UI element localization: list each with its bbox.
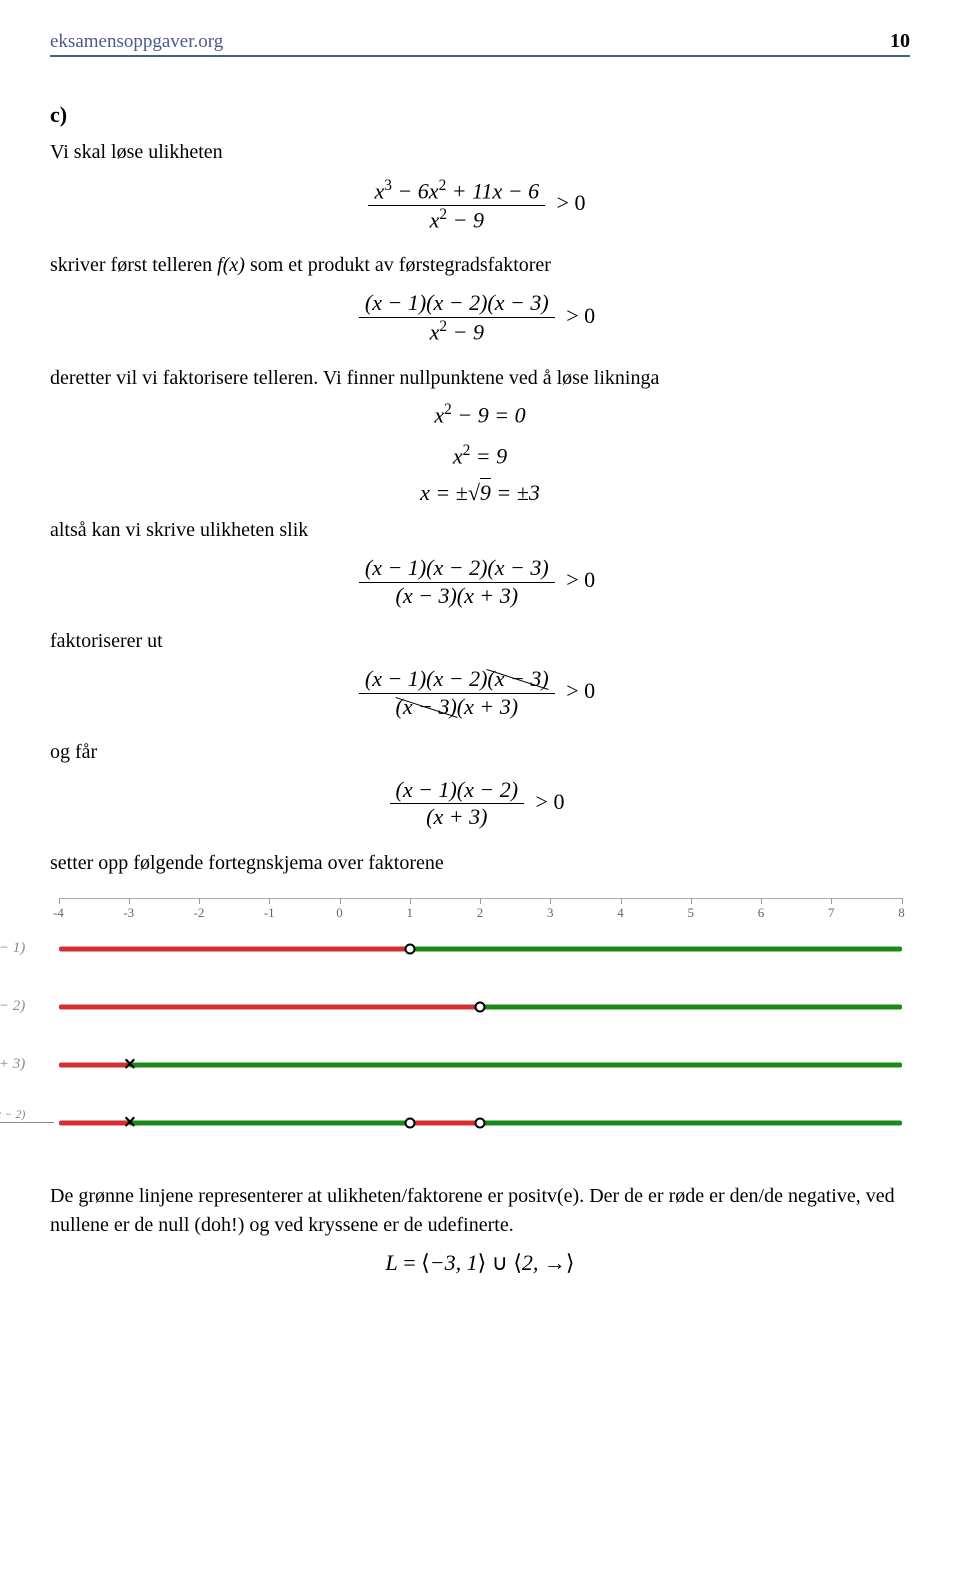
eq6-num: (x − 1)(x − 2)(x − 3)	[359, 555, 555, 581]
chart-axis: -4-3-2-1012345678	[59, 898, 902, 920]
paragraph-5: faktoriserer ut	[50, 627, 910, 656]
eq8-num: (x − 1)(x − 2)	[390, 777, 525, 803]
circle-marker	[404, 1117, 415, 1128]
tick-label: 4	[617, 905, 624, 921]
cross-marker: ✕	[123, 1059, 134, 1070]
tick-label: -1	[264, 905, 275, 921]
segment-green	[480, 1004, 902, 1009]
equation-3: x2 − 9 = 0	[50, 401, 910, 429]
circle-marker	[404, 943, 415, 954]
tick-label: -4	[53, 905, 64, 921]
circle-marker	[475, 1001, 486, 1012]
sign-chart-row: (x − 2)	[59, 978, 902, 1036]
paragraph-4: altså kan vi skrive ulikheten slik	[50, 516, 910, 545]
tick-label: 0	[336, 905, 343, 921]
p2-pre: skriver først telleren	[50, 254, 217, 276]
p2-post: som et produkt av førstegradsfaktorer	[245, 254, 551, 276]
gt-zero-4: > 0	[560, 678, 601, 703]
paragraph-7: setter opp følgende fortegnskjema over f…	[50, 849, 910, 878]
segment-green	[410, 946, 902, 951]
fx-label: f(x)	[217, 254, 245, 276]
tick-label: 1	[407, 905, 414, 921]
gt-zero-3: > 0	[560, 567, 601, 592]
row-label: (x − 1)	[0, 940, 54, 957]
paragraph-2: skriver først telleren f(x) som et produ…	[50, 251, 910, 280]
tick-label: 3	[547, 905, 554, 921]
segment-green	[480, 1120, 902, 1125]
eq5-post: = ±3	[491, 480, 540, 505]
circle-marker	[475, 1117, 486, 1128]
tick-label: 6	[758, 905, 765, 921]
eq5-pre: x = ±	[420, 480, 468, 505]
tick-label: 8	[898, 905, 905, 921]
eq7-den-b: (x + 3)	[457, 694, 518, 719]
cross-marker: ✕	[123, 1117, 134, 1128]
equation-6: (x − 1)(x − 2)(x − 3) (x − 3)(x + 3) > 0	[50, 555, 910, 609]
sign-chart-row: (x − 1)	[59, 920, 902, 978]
segment-green	[129, 1062, 902, 1067]
tick-label: -2	[194, 905, 205, 921]
eq6-den: (x − 3)(x + 3)	[359, 582, 555, 609]
tick-label: 7	[828, 905, 835, 921]
site-link[interactable]: eksamensoppgaver.org	[50, 31, 223, 53]
tick-label: 2	[477, 905, 484, 921]
row-label: (x − 2)	[0, 998, 54, 1015]
segment-red	[410, 1120, 480, 1125]
equation-7: (x − 1)(x − 2)(x − 3) (x − 3)(x + 3) > 0	[50, 666, 910, 720]
page-number: 10	[890, 30, 910, 53]
eq8-den: (x + 3)	[390, 803, 525, 830]
gt-zero-5: > 0	[530, 789, 571, 814]
equation-5: x = ±√9 = ±3	[50, 480, 910, 506]
equation-4: x2 = 9	[50, 442, 910, 470]
gt-zero: > 0	[551, 190, 592, 215]
eq7-den-cancel: (x − 3)	[396, 694, 457, 720]
page-header: eksamensoppgaver.org 10	[50, 30, 910, 57]
section-label: c)	[50, 102, 910, 128]
segment-green	[129, 1120, 410, 1125]
gt-zero-2: > 0	[560, 303, 601, 328]
sign-chart: -4-3-2-1012345678(x − 1)(x − 2)(x + 3)✕(…	[59, 898, 902, 1152]
segment-red	[59, 946, 410, 951]
equation-8: (x − 1)(x − 2) (x + 3) > 0	[50, 777, 910, 831]
eq2-num: (x − 1)(x − 2)(x − 3)	[359, 290, 555, 316]
equation-2: (x − 1)(x − 2)(x − 3) x2 − 9 > 0	[50, 290, 910, 345]
solution-set: L = ⟨−3, 1⟩ ∪ ⟨2, →⟩	[50, 1250, 910, 1276]
tick-label: 5	[688, 905, 695, 921]
eq7-num-cancel: (x − 3)	[487, 666, 548, 692]
segment-red	[59, 1062, 129, 1067]
eq7-num-a: (x − 1)(x − 2)	[365, 666, 488, 691]
sign-chart-row: (x + 3)✕	[59, 1036, 902, 1094]
sign-chart-row: (x − 1)(x − 2)(x + 3)✕	[59, 1094, 902, 1152]
paragraph-1: Vi skal løse ulikheten	[50, 138, 910, 167]
row-label: (x + 3)	[0, 1056, 54, 1073]
segment-red	[59, 1120, 129, 1125]
equation-1: x3 − 6x2 + 11x − 6 x2 − 9 > 0	[50, 177, 910, 233]
paragraph-3: deretter vil vi faktorisere telleren. Vi…	[50, 364, 910, 393]
tick-label: -3	[123, 905, 134, 921]
paragraph-8: De grønne linjene representerer at ulikh…	[50, 1182, 910, 1240]
segment-red	[59, 1004, 481, 1009]
row-label: (x − 1)(x − 2)(x + 3)	[0, 1107, 54, 1138]
paragraph-6: og får	[50, 738, 910, 767]
